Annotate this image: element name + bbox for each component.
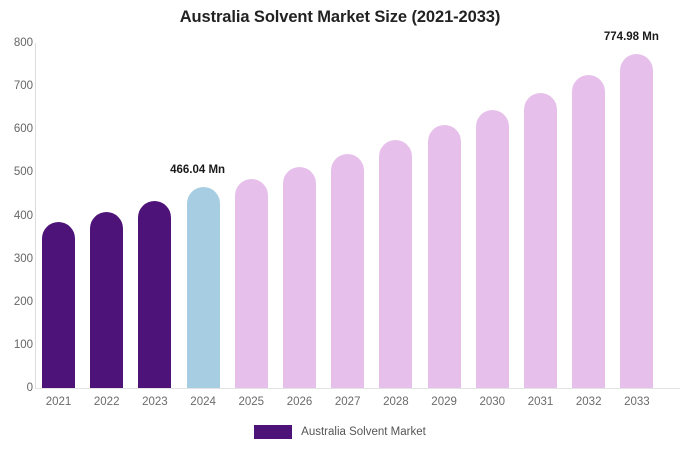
bar-2023[interactable] — [138, 200, 172, 388]
y-axis-tick-200: 200 — [13, 295, 33, 308]
y-axis-tick-600: 600 — [13, 123, 33, 136]
y-axis-tick-300: 300 — [13, 252, 33, 265]
legend-label-australia-solvent-market: Australia Solvent Market — [301, 426, 426, 438]
x-axis-tick-2023: 2023 — [142, 396, 168, 408]
bar-2033[interactable] — [620, 53, 654, 388]
bar-2032[interactable] — [572, 75, 606, 388]
y-axis-line — [35, 43, 36, 388]
bar-value-label-2033: 774.98 Mn — [603, 30, 659, 43]
y-axis-tick-0: 0 — [26, 382, 33, 394]
bar-2031[interactable] — [524, 93, 557, 388]
x-axis-tick-2027: 2027 — [334, 396, 361, 408]
bar-2028[interactable] — [379, 139, 413, 388]
x-axis-tick-2030: 2030 — [479, 396, 506, 408]
chart-title: Australia Solvent Market Size (2021-2033… — [179, 8, 501, 26]
x-axis-tick-2022: 2022 — [93, 396, 120, 408]
bar-2024[interactable] — [186, 187, 220, 388]
x-axis-tick-2029: 2029 — [431, 396, 457, 408]
x-axis-tick-2031: 2031 — [527, 396, 554, 408]
y-axis-tick-800: 800 — [13, 37, 33, 49]
y-axis-tick-100: 100 — [13, 338, 33, 351]
x-axis-tick-2024: 2024 — [190, 396, 216, 408]
legend-swatch-australia-solvent-market — [254, 425, 293, 439]
bar-2025[interactable] — [234, 179, 268, 388]
x-axis-tick-2021: 2021 — [45, 396, 72, 408]
bar-2026[interactable] — [283, 167, 316, 388]
x-axis-tick-2026: 2026 — [286, 396, 313, 408]
x-axis-tick-2033: 2033 — [624, 396, 650, 408]
y-axis-tick-700: 700 — [13, 80, 33, 93]
bar-2030[interactable] — [475, 109, 509, 388]
bar-value-label-2024: 466.04 Mn — [170, 164, 226, 177]
x-axis-tick-2028: 2028 — [383, 396, 409, 408]
bar-2022[interactable] — [90, 211, 124, 388]
x-axis-line — [35, 388, 680, 389]
bar-2029[interactable] — [427, 125, 461, 388]
x-axis-tick-2025: 2025 — [238, 396, 265, 408]
chart-legend: Australia Solvent Market — [0, 425, 680, 439]
y-axis-tick-labels: 0 100 200 300 400 500 600 700 800 — [0, 0, 33, 450]
x-axis-tick-2032: 2032 — [575, 396, 602, 408]
bar-2021[interactable] — [42, 221, 75, 388]
y-axis-tick-500: 500 — [13, 166, 33, 179]
plot-area — [36, 43, 680, 388]
bar-2027[interactable] — [331, 153, 365, 388]
y-axis-tick-400: 400 — [13, 209, 33, 222]
